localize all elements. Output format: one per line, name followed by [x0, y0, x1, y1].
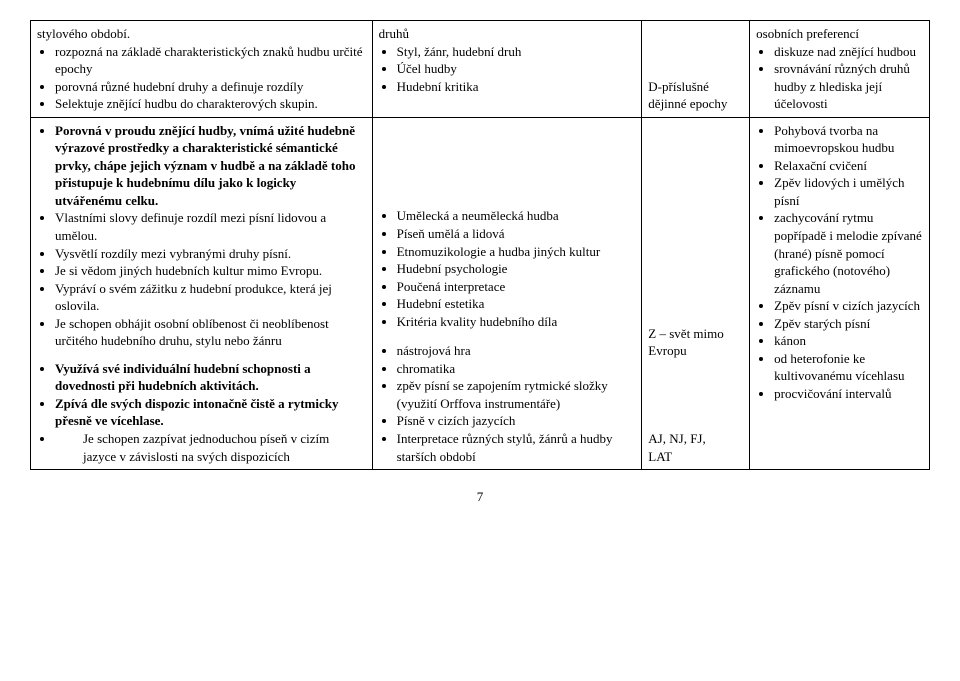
cell-r1c2: druhů Styl, žánr, hudební druhÚčel hudby… [372, 21, 642, 118]
bullet-list: Porovná v proudu znějící hudby, vnímá už… [37, 122, 366, 350]
list-item: Využívá své individuální hudební schopno… [55, 360, 366, 395]
list-item: Relaxační cvičení [774, 157, 923, 175]
list-item: diskuze nad znějící hudbou [774, 43, 923, 61]
cell-r1c1: stylového období. rozpozná na základě ch… [31, 21, 373, 118]
list-item: Interpretace různých stylů, žánrů a hudb… [397, 430, 636, 465]
plain-text: AJ, NJ, FJ,LAT [648, 430, 743, 465]
plain-text: Z – svět mimoEvropu [648, 325, 743, 360]
bullet-list: Pohybová tvorba na mimoevropskou hudbuRe… [756, 122, 923, 403]
cell-r2c1: Porovná v proudu znějící hudby, vnímá už… [31, 117, 373, 469]
lead-text: stylového období. [37, 26, 130, 41]
list-item: Vlastními slovy definuje rozdíl mezi pís… [55, 209, 366, 244]
list-item: Kritéria kvality hudebního díla [397, 313, 636, 331]
list-item: kánon [774, 332, 923, 350]
list-item: rozpozná na základě charakteristických z… [55, 43, 366, 78]
list-item: Selektuje znějící hudbu do charakterovýc… [55, 95, 366, 113]
list-item: zpěv písní se zapojením rytmické složky … [397, 377, 636, 412]
list-item: od heterofonie ke kultivovanému vícehlas… [774, 350, 923, 385]
list-item: Zpěv písní v cizích jazycích [774, 297, 923, 315]
list-item: srovnávání různých druhů hudby z hledisk… [774, 60, 923, 113]
list-item: Vysvětlí rozdíly mezi vybranými druhy pí… [55, 245, 366, 263]
bullet-list: nástrojová hrachromatikazpěv písní se za… [379, 342, 636, 465]
plain-text: D-příslušnédějinné epochy [648, 78, 743, 113]
list-item: Etnomuzikologie a hudba jiných kultur [397, 243, 636, 261]
list-item: Písně v cizích jazycích [397, 412, 636, 430]
cell-r1c4: osobních preferencí diskuze nad znějící … [750, 21, 930, 118]
list-item: Zpěv lidových i umělých písní [774, 174, 923, 209]
bullet-list: Umělecká a neumělecká hudbaPíseň umělá a… [379, 207, 636, 330]
bullet-list: diskuze nad znějící hudbousrovnávání růz… [756, 43, 923, 113]
page-number: 7 [30, 488, 930, 506]
cell-r2c2: Umělecká a neumělecká hudbaPíseň umělá a… [372, 117, 642, 469]
list-item: Hudební psychologie [397, 260, 636, 278]
lead-text: osobních preferencí [756, 26, 859, 41]
list-item: zachycování rytmu popřípadě i melodie zp… [774, 209, 923, 297]
list-item: Je si vědom jiných hudebních kultur mimo… [55, 262, 366, 280]
bullet-list: rozpozná na základě charakteristických z… [37, 43, 366, 113]
list-item: Hudební kritika [397, 78, 636, 96]
list-item: Vypráví o svém zážitku z hudební produkc… [55, 280, 366, 315]
list-item: Pohybová tvorba na mimoevropskou hudbu [774, 122, 923, 157]
list-item: procvičování intervalů [774, 385, 923, 403]
lead-text: druhů [379, 26, 409, 41]
cell-r2c3: Z – svět mimoEvropu AJ, NJ, FJ,LAT [642, 117, 750, 469]
list-item: Zpěv starých písní [774, 315, 923, 333]
cell-r1c3: D-příslušnédějinné epochy [642, 21, 750, 118]
list-item: nástrojová hra [397, 342, 636, 360]
bullet-list: Využívá své individuální hudební schopno… [37, 360, 366, 465]
table-row: stylového období. rozpozná na základě ch… [31, 21, 930, 118]
list-item: Styl, žánr, hudební druh [397, 43, 636, 61]
list-item: Účel hudby [397, 60, 636, 78]
list-item: Poučená interpretace [397, 278, 636, 296]
list-item: Umělecká a neumělecká hudba [397, 207, 636, 225]
list-item: Píseň umělá a lidová [397, 225, 636, 243]
document-table: stylového období. rozpozná na základě ch… [30, 20, 930, 470]
list-item: Porovná v proudu znějící hudby, vnímá už… [55, 122, 366, 210]
list-item: chromatika [397, 360, 636, 378]
list-item: Je schopen zazpívat jednoduchou píseň v … [55, 430, 366, 465]
list-item: Je schopen obhájit osobní oblíbenost či … [55, 315, 366, 350]
bullet-list: Styl, žánr, hudební druhÚčel hudbyHudebn… [379, 43, 636, 96]
list-item: Zpívá dle svých dispozic intonačně čistě… [55, 395, 366, 430]
list-item: porovná různé hudební druhy a definuje r… [55, 78, 366, 96]
table-row: Porovná v proudu znějící hudby, vnímá už… [31, 117, 930, 469]
cell-r2c4: Pohybová tvorba na mimoevropskou hudbuRe… [750, 117, 930, 469]
list-item: Hudební estetika [397, 295, 636, 313]
